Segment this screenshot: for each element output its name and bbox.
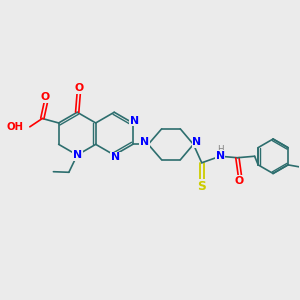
Text: N: N	[140, 137, 149, 147]
Text: N: N	[216, 151, 225, 161]
Text: O: O	[235, 176, 244, 186]
Text: N: N	[130, 116, 139, 126]
Text: H: H	[217, 145, 224, 154]
Text: OH: OH	[6, 122, 23, 132]
Text: O: O	[41, 92, 50, 102]
Text: N: N	[73, 150, 82, 160]
Text: N: N	[111, 152, 120, 162]
Text: O: O	[75, 83, 84, 94]
Text: N: N	[192, 137, 202, 147]
Text: S: S	[197, 180, 206, 193]
